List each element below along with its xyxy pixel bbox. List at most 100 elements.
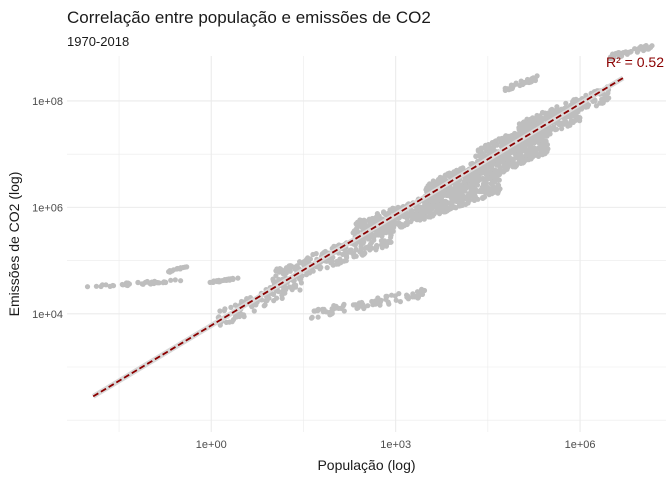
data-point (360, 252, 366, 258)
data-point (523, 120, 529, 126)
data-point (505, 155, 511, 161)
data-point (362, 218, 368, 224)
data-point (467, 197, 473, 203)
data-point (462, 175, 468, 181)
data-point (110, 283, 117, 289)
data-point (539, 109, 546, 116)
data-point (217, 279, 223, 285)
data-point (491, 189, 497, 195)
data-point (487, 186, 493, 193)
y-tick-label: 1e+08 (32, 96, 63, 108)
data-point (522, 157, 529, 163)
data-point (474, 182, 481, 188)
data-point (624, 51, 630, 57)
data-point (147, 280, 153, 286)
data-point (526, 149, 532, 156)
data-point (464, 184, 470, 190)
data-point (554, 104, 560, 110)
data-point (473, 153, 479, 159)
data-point (324, 265, 330, 271)
data-point (610, 55, 616, 61)
data-point (531, 118, 537, 124)
data-point (479, 150, 485, 156)
data-point (178, 278, 184, 284)
data-point (365, 303, 371, 309)
data-point (542, 129, 548, 135)
data-point (471, 197, 477, 203)
data-point (251, 308, 257, 314)
data-point (445, 191, 451, 197)
data-point (362, 223, 368, 229)
data-point (459, 183, 465, 189)
trend-line-group (91, 75, 625, 399)
data-point (501, 154, 507, 160)
y-tick-label: 1e+04 (32, 309, 63, 321)
data-point (635, 47, 641, 54)
data-point (494, 162, 500, 168)
data-point (496, 188, 502, 194)
data-point (308, 315, 315, 321)
x-axis-title: População (log) (317, 457, 415, 473)
data-point (353, 221, 359, 227)
data-point (504, 166, 510, 172)
data-point (489, 181, 495, 187)
data-point (458, 203, 464, 209)
data-point (389, 292, 395, 298)
data-point (534, 115, 541, 121)
data-point (522, 79, 528, 85)
data-point (417, 205, 423, 211)
data-point (468, 188, 474, 194)
data-point (378, 297, 384, 303)
data-point (320, 309, 326, 315)
data-point (221, 277, 227, 283)
x-tick-label: 1e+03 (380, 439, 411, 451)
data-point (535, 153, 542, 159)
data-point (424, 201, 430, 207)
data-point (368, 218, 375, 224)
data-point (452, 194, 458, 200)
data-point (430, 199, 436, 205)
data-point (419, 212, 425, 218)
data-point (389, 208, 395, 214)
data-point (98, 283, 104, 290)
data-point (271, 279, 277, 285)
data-point (512, 164, 518, 170)
data-point (318, 264, 324, 270)
data-point (438, 195, 444, 201)
data-point (328, 311, 334, 317)
data-point (393, 220, 399, 227)
data-points (84, 43, 655, 328)
y-axis-title: Emissões de CO2 (log) (6, 172, 22, 317)
data-point (167, 269, 173, 275)
data-point (223, 319, 229, 325)
data-point (386, 238, 392, 244)
data-point (324, 258, 330, 264)
data-point (297, 259, 303, 265)
data-point (360, 301, 366, 308)
data-point (413, 214, 419, 220)
data-point (415, 295, 421, 301)
data-point (593, 103, 600, 109)
data-point (283, 265, 290, 271)
data-point (565, 123, 571, 129)
data-point (445, 171, 451, 177)
data-point (501, 160, 507, 166)
data-point (273, 273, 279, 279)
data-point (473, 188, 479, 194)
data-point (494, 142, 500, 148)
data-point (293, 282, 299, 288)
data-point (638, 44, 644, 50)
data-point (510, 84, 516, 90)
data-point (483, 180, 490, 186)
data-point (511, 133, 517, 140)
data-point (506, 160, 512, 166)
data-point (542, 142, 549, 148)
data-point (374, 211, 380, 217)
data-point (184, 264, 190, 270)
data-point (315, 307, 321, 313)
data-point (405, 211, 411, 217)
data-point (518, 158, 524, 164)
data-point (357, 217, 363, 223)
x-tick-label: 1e+06 (565, 439, 596, 451)
data-point (286, 284, 293, 290)
